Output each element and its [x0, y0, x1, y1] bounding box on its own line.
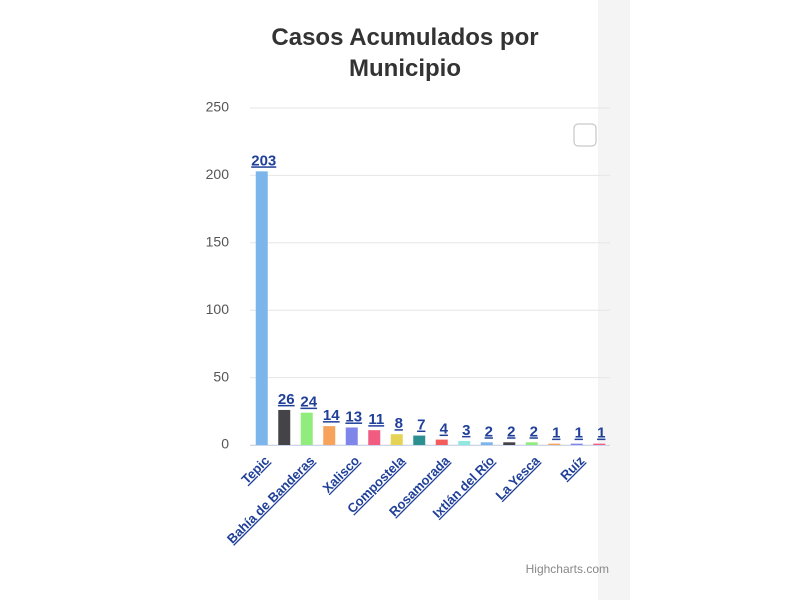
data-label: 8: [395, 415, 403, 432]
bar: [525, 442, 538, 445]
data-label: 14: [323, 407, 340, 424]
data-label: 11: [368, 411, 384, 428]
data-label: 1: [552, 425, 560, 442]
x-tick-label: La Yesca: [493, 452, 543, 502]
bar: [413, 435, 426, 445]
y-tick-label: 0: [221, 436, 229, 452]
bar: [278, 409, 291, 445]
data-label: 203: [251, 152, 276, 169]
data-label: 2: [507, 423, 515, 440]
y-tick-label: 100: [206, 301, 230, 317]
bar: [548, 443, 561, 445]
credits[interactable]: Highcharts.com: [526, 562, 609, 576]
x-tick-label: Ruíz: [557, 453, 587, 483]
bar: [368, 430, 381, 445]
side-strip: [598, 0, 630, 600]
y-tick-label: 200: [206, 166, 230, 182]
bar: [345, 427, 358, 445]
bar: [593, 443, 606, 445]
bar: [458, 440, 471, 445]
data-label: 4: [440, 421, 449, 438]
x-tick-label: Tepic: [238, 453, 272, 487]
bar: [570, 443, 583, 445]
x-tick-label: Xalisco: [319, 453, 362, 496]
bar: [255, 171, 268, 445]
data-label: 1: [575, 425, 583, 442]
data-label: 24: [300, 394, 317, 411]
data-label: 1: [597, 425, 605, 442]
data-label: 2: [485, 423, 493, 440]
y-tick-label: 250: [206, 99, 230, 115]
bar: [390, 434, 403, 445]
data-label: 7: [417, 417, 425, 434]
data-label: 2: [530, 423, 538, 440]
menu-button[interactable]: [573, 123, 597, 147]
y-tick-label: 50: [213, 368, 229, 384]
bar: [480, 442, 493, 445]
x-tick-label: Bahía de Banderas: [224, 453, 317, 546]
data-label: 26: [278, 391, 295, 408]
data-label: 13: [345, 408, 362, 425]
y-tick-label: 150: [206, 234, 230, 250]
data-label: 3: [462, 422, 470, 439]
bar: [503, 442, 516, 445]
chart-title: Casos Acumulados por Municipio: [271, 24, 539, 82]
bar: [435, 439, 448, 445]
bar: [300, 412, 313, 445]
bar: [323, 426, 336, 445]
